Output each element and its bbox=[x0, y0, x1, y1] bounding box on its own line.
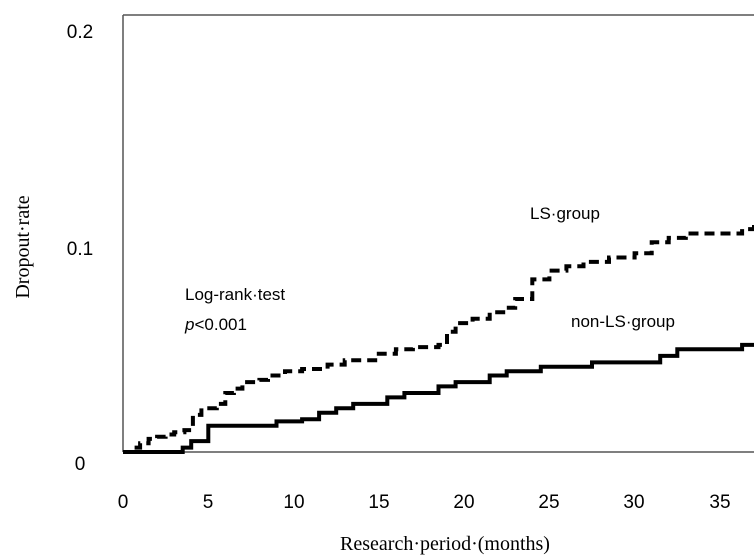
series-label-ls-group: LS·group bbox=[530, 204, 600, 223]
test-name-annotation: Log-rank·test bbox=[185, 285, 285, 304]
series-line-ls-group bbox=[123, 222, 754, 454]
series-layer bbox=[123, 222, 754, 454]
p-value-text: <0.001 bbox=[194, 315, 246, 334]
x-tick-label: 30 bbox=[623, 492, 644, 513]
series-line-non-ls-group bbox=[123, 342, 754, 454]
x-tick-label: 20 bbox=[453, 492, 474, 513]
x-tick-label: 5 bbox=[203, 492, 214, 513]
y-tick-label: 0.1 bbox=[67, 239, 93, 260]
axes bbox=[122, 14, 754, 453]
y-axis-title: Dropout·rate bbox=[12, 195, 34, 298]
x-tick-label: 35 bbox=[709, 492, 730, 513]
p-value-annotation: p<0.001 bbox=[184, 315, 247, 334]
y-tick-label: 0.2 bbox=[67, 22, 93, 43]
x-tick-label: 10 bbox=[283, 492, 304, 513]
series-label-non-ls-group: non-LS·group bbox=[571, 312, 675, 331]
x-tick-label: 25 bbox=[538, 492, 559, 513]
p-symbol: p bbox=[184, 315, 194, 334]
x-tick-labels: 0 5 10 15 20 25 30 35 bbox=[118, 492, 731, 513]
x-tick-label: 0 bbox=[118, 492, 129, 513]
y-tick-label: 0 bbox=[75, 454, 86, 475]
y-tick-labels: 0 0.1 0.2 bbox=[67, 22, 93, 475]
x-tick-label: 15 bbox=[368, 492, 389, 513]
x-axis-title: Research·period·(months) bbox=[340, 533, 550, 555]
